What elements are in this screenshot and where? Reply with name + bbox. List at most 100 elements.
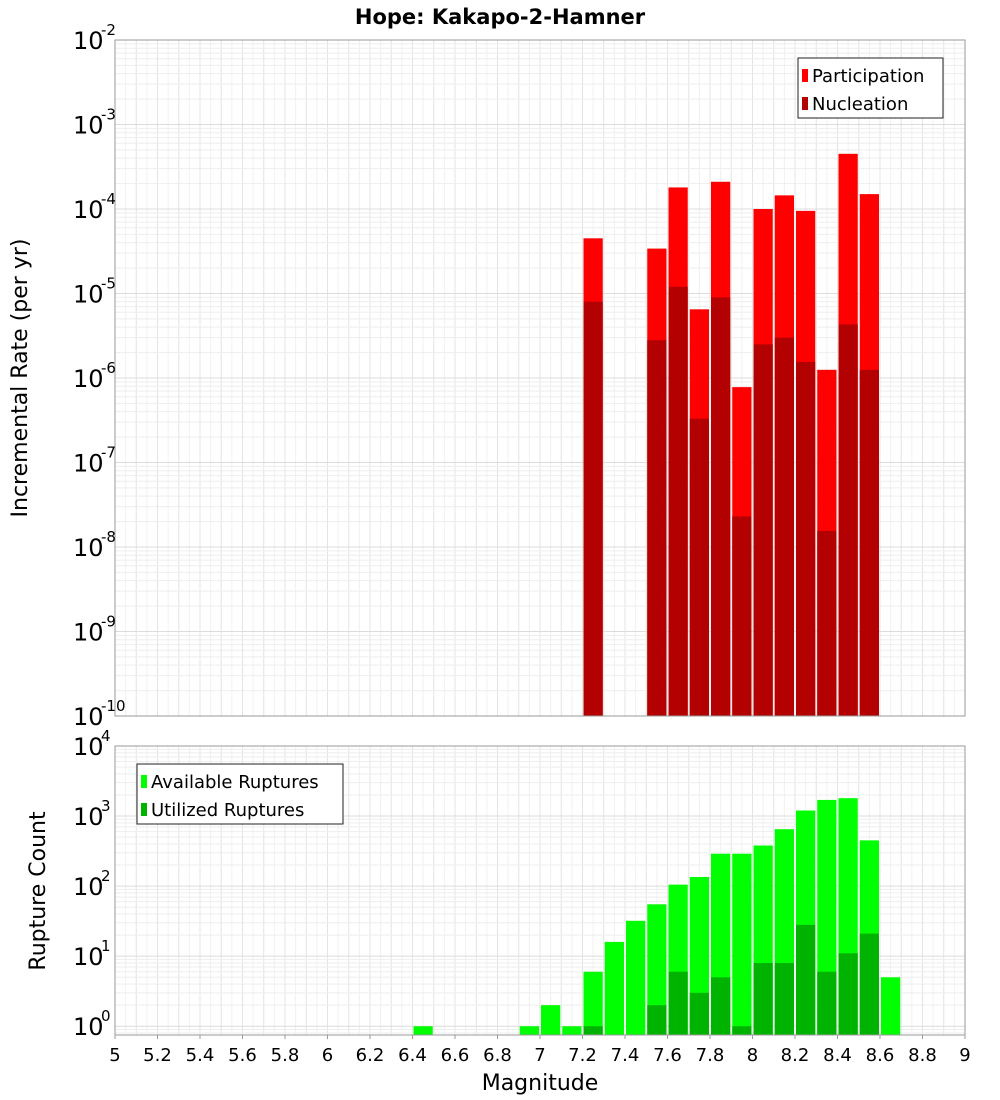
y-tick-exponent: -10 <box>101 697 126 715</box>
bar-nucleation <box>817 530 837 716</box>
bar-utilized-ruptures <box>774 962 794 1035</box>
bar-available-ruptures <box>626 920 646 1035</box>
bar-nucleation <box>753 344 773 716</box>
legend-swatch <box>802 97 808 110</box>
x-tick-label: 9 <box>959 1045 970 1066</box>
y-tick-label: 10-7 <box>73 444 116 478</box>
y-tick-exponent: 1 <box>101 937 111 955</box>
x-tick-label: 6.8 <box>483 1045 512 1066</box>
legend-box <box>797 57 944 119</box>
y-tick-base: 10 <box>73 450 104 478</box>
x-tick-label: 5.8 <box>271 1045 300 1066</box>
bar-utilized-ruptures <box>732 1026 752 1035</box>
y-tick-label: 10-5 <box>73 275 116 309</box>
y-tick-base: 10 <box>73 803 104 831</box>
bar-available-ruptures <box>519 1026 539 1035</box>
y-tick-label: 10-8 <box>73 528 116 562</box>
bar-utilized-ruptures <box>796 924 816 1035</box>
bar-available-ruptures <box>647 904 667 1035</box>
y-tick-base: 10 <box>73 196 104 224</box>
bar-nucleation <box>796 361 816 716</box>
x-tick-label: 5.2 <box>143 1045 172 1066</box>
chart-title: Hope: Kakapo-2-Hamner <box>355 5 646 29</box>
bar-available-ruptures <box>732 853 752 1035</box>
x-tick-label: 7.6 <box>653 1045 682 1066</box>
x-tick-label: 6.6 <box>441 1045 470 1066</box>
y-tick-base: 10 <box>73 943 104 971</box>
bar-utilized-ruptures <box>859 933 879 1035</box>
bar-utilized-ruptures <box>583 1026 603 1035</box>
y-tick-exponent: -8 <box>101 528 116 546</box>
legend-label: Nucleation <box>812 94 908 115</box>
bar-nucleation <box>732 516 752 716</box>
bar-nucleation <box>838 324 858 716</box>
y-tick-base: 10 <box>73 733 104 761</box>
y-tick-exponent: 3 <box>101 797 111 815</box>
legend-label: Available Ruptures <box>151 772 319 793</box>
y-tick-label: 10-6 <box>73 359 116 393</box>
y-tick-exponent: -2 <box>101 21 116 39</box>
x-ticks: 5 5.2 5.4 5.6 5.8 6 6.2 6.4 6.6 6.8 7 7.2 7.4 7.6 7.8 8… <box>109 1035 971 1066</box>
y-tick-exponent: -4 <box>101 190 116 208</box>
x-tick-label: 6.2 <box>356 1045 385 1066</box>
bar-nucleation <box>647 340 667 716</box>
y-tick-exponent: 2 <box>101 867 111 885</box>
top-plot-grid <box>114 39 966 717</box>
y-tick-label: 10-9 <box>73 613 116 647</box>
y-tick-base: 10 <box>73 703 104 731</box>
top-y-axis-label: Incremental Rate (per yr) <box>8 239 33 518</box>
y-tick-exponent: -5 <box>101 275 116 293</box>
bar-utilized-ruptures <box>838 953 858 1035</box>
legend-swatch <box>802 69 808 82</box>
x-tick-label: 8.2 <box>781 1045 810 1066</box>
bar-available-ruptures <box>541 1005 561 1035</box>
y-tick-exponent: -3 <box>101 106 116 124</box>
y-tick-exponent: 4 <box>101 727 111 745</box>
y-tick-label: 104 <box>73 727 111 761</box>
y-tick-exponent: -9 <box>101 613 116 631</box>
bar-nucleation <box>774 337 794 716</box>
x-tick-label: 7 <box>534 1045 545 1066</box>
bar-available-ruptures <box>604 941 624 1035</box>
y-tick-base: 10 <box>73 1013 104 1041</box>
y-tick-label: 10-3 <box>73 106 116 140</box>
x-tick-label: 5 <box>109 1045 120 1066</box>
y-tick-exponent: -7 <box>101 444 116 462</box>
bar-available-ruptures <box>562 1026 582 1035</box>
x-tick-label: 7.2 <box>568 1045 597 1066</box>
x-tick-label: 5.6 <box>228 1045 257 1066</box>
bottom-plot-bars <box>413 798 901 1035</box>
bottom-y-axis-label: Rupture Count <box>26 811 51 971</box>
y-tick-label: 102 <box>73 867 111 901</box>
bar-nucleation <box>583 301 603 716</box>
bar-utilized-ruptures <box>689 992 709 1035</box>
y-tick-label: 10-10 <box>73 697 126 731</box>
x-tick-label: 8.8 <box>908 1045 937 1066</box>
y-tick-exponent: -6 <box>101 359 116 377</box>
x-axis-label: Magnitude <box>482 1071 599 1096</box>
bar-available-ruptures <box>881 977 901 1035</box>
bar-utilized-ruptures <box>668 971 688 1035</box>
y-tick-label: 103 <box>73 797 111 831</box>
legend-label: Utilized Ruptures <box>151 800 304 821</box>
bar-nucleation <box>689 418 709 716</box>
top-legend: Participation Nucleation <box>797 57 944 119</box>
y-tick-label: 101 <box>73 937 111 971</box>
x-tick-label: 7.8 <box>696 1045 725 1066</box>
bar-utilized-ruptures <box>711 977 731 1035</box>
x-tick-label: 7.4 <box>611 1045 640 1066</box>
y-tick-exponent: 0 <box>101 1007 111 1025</box>
y-tick-base: 10 <box>73 619 104 647</box>
x-tick-label: 8 <box>747 1045 758 1066</box>
x-tick-label: 6 <box>322 1045 333 1066</box>
bar-utilized-ruptures <box>817 971 837 1035</box>
bottom-legend: Available Ruptures Utilized Ruptures <box>136 763 344 825</box>
y-tick-base: 10 <box>73 281 104 309</box>
bar-available-ruptures <box>583 971 603 1035</box>
bar-utilized-ruptures <box>753 962 773 1035</box>
bar-nucleation <box>711 297 731 716</box>
